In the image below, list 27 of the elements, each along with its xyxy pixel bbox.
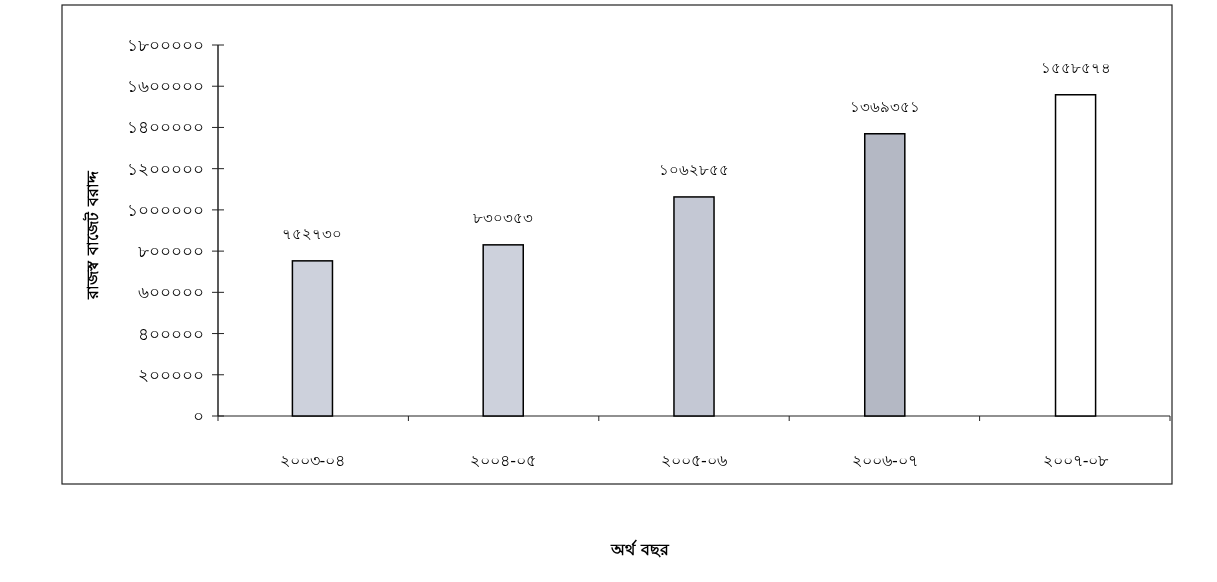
y-tick-label: ১২০০০০০: [127, 158, 204, 179]
x-tick-label: ২০০৬-০৭: [851, 451, 918, 470]
y-tick-label: ৪০০০০০: [138, 323, 204, 344]
y-tick-label: ১৬০০০০০: [127, 76, 204, 97]
x-tick-label: ২০০৫-০৬: [661, 451, 727, 470]
data-label: ৮৩০৩৫৩: [473, 208, 534, 227]
bar: [482, 244, 524, 417]
x-tick-label: ২০০৭-০৮: [1042, 451, 1110, 470]
y-tick-label: ১৪০০০০০: [127, 117, 204, 138]
bar: [864, 133, 906, 417]
data-label: ১০৬২৮৫৫: [659, 160, 729, 179]
y-tick-label: ১০০০০০০: [127, 199, 204, 220]
y-tick-label: ৬০০০০০: [138, 282, 204, 303]
bar: [1054, 94, 1097, 417]
data-label: ৭৫২৭৩০: [282, 224, 343, 243]
x-tick-label: ২০০৪-০৫: [470, 451, 537, 470]
data-label: ১৩৬৯৩৫১: [849, 97, 920, 116]
y-tick-label: ২০০০০০: [138, 364, 204, 385]
bar: [673, 196, 715, 417]
y-tick-label: ০: [193, 405, 204, 426]
y-tick-label: ৮০০০০০: [138, 241, 204, 262]
x-axis-title: অর্থ বছর: [610, 539, 670, 559]
y-tick-label: ১৮০০০০০: [127, 34, 204, 55]
x-tick-label: ২০০৩-০৪: [279, 451, 346, 470]
bar: [291, 260, 334, 417]
data-label: ১৫৫৮৫৭৪: [1040, 58, 1111, 77]
y-axis-title: রাজস্ব বাজেট বরাদ্দ: [82, 170, 102, 300]
